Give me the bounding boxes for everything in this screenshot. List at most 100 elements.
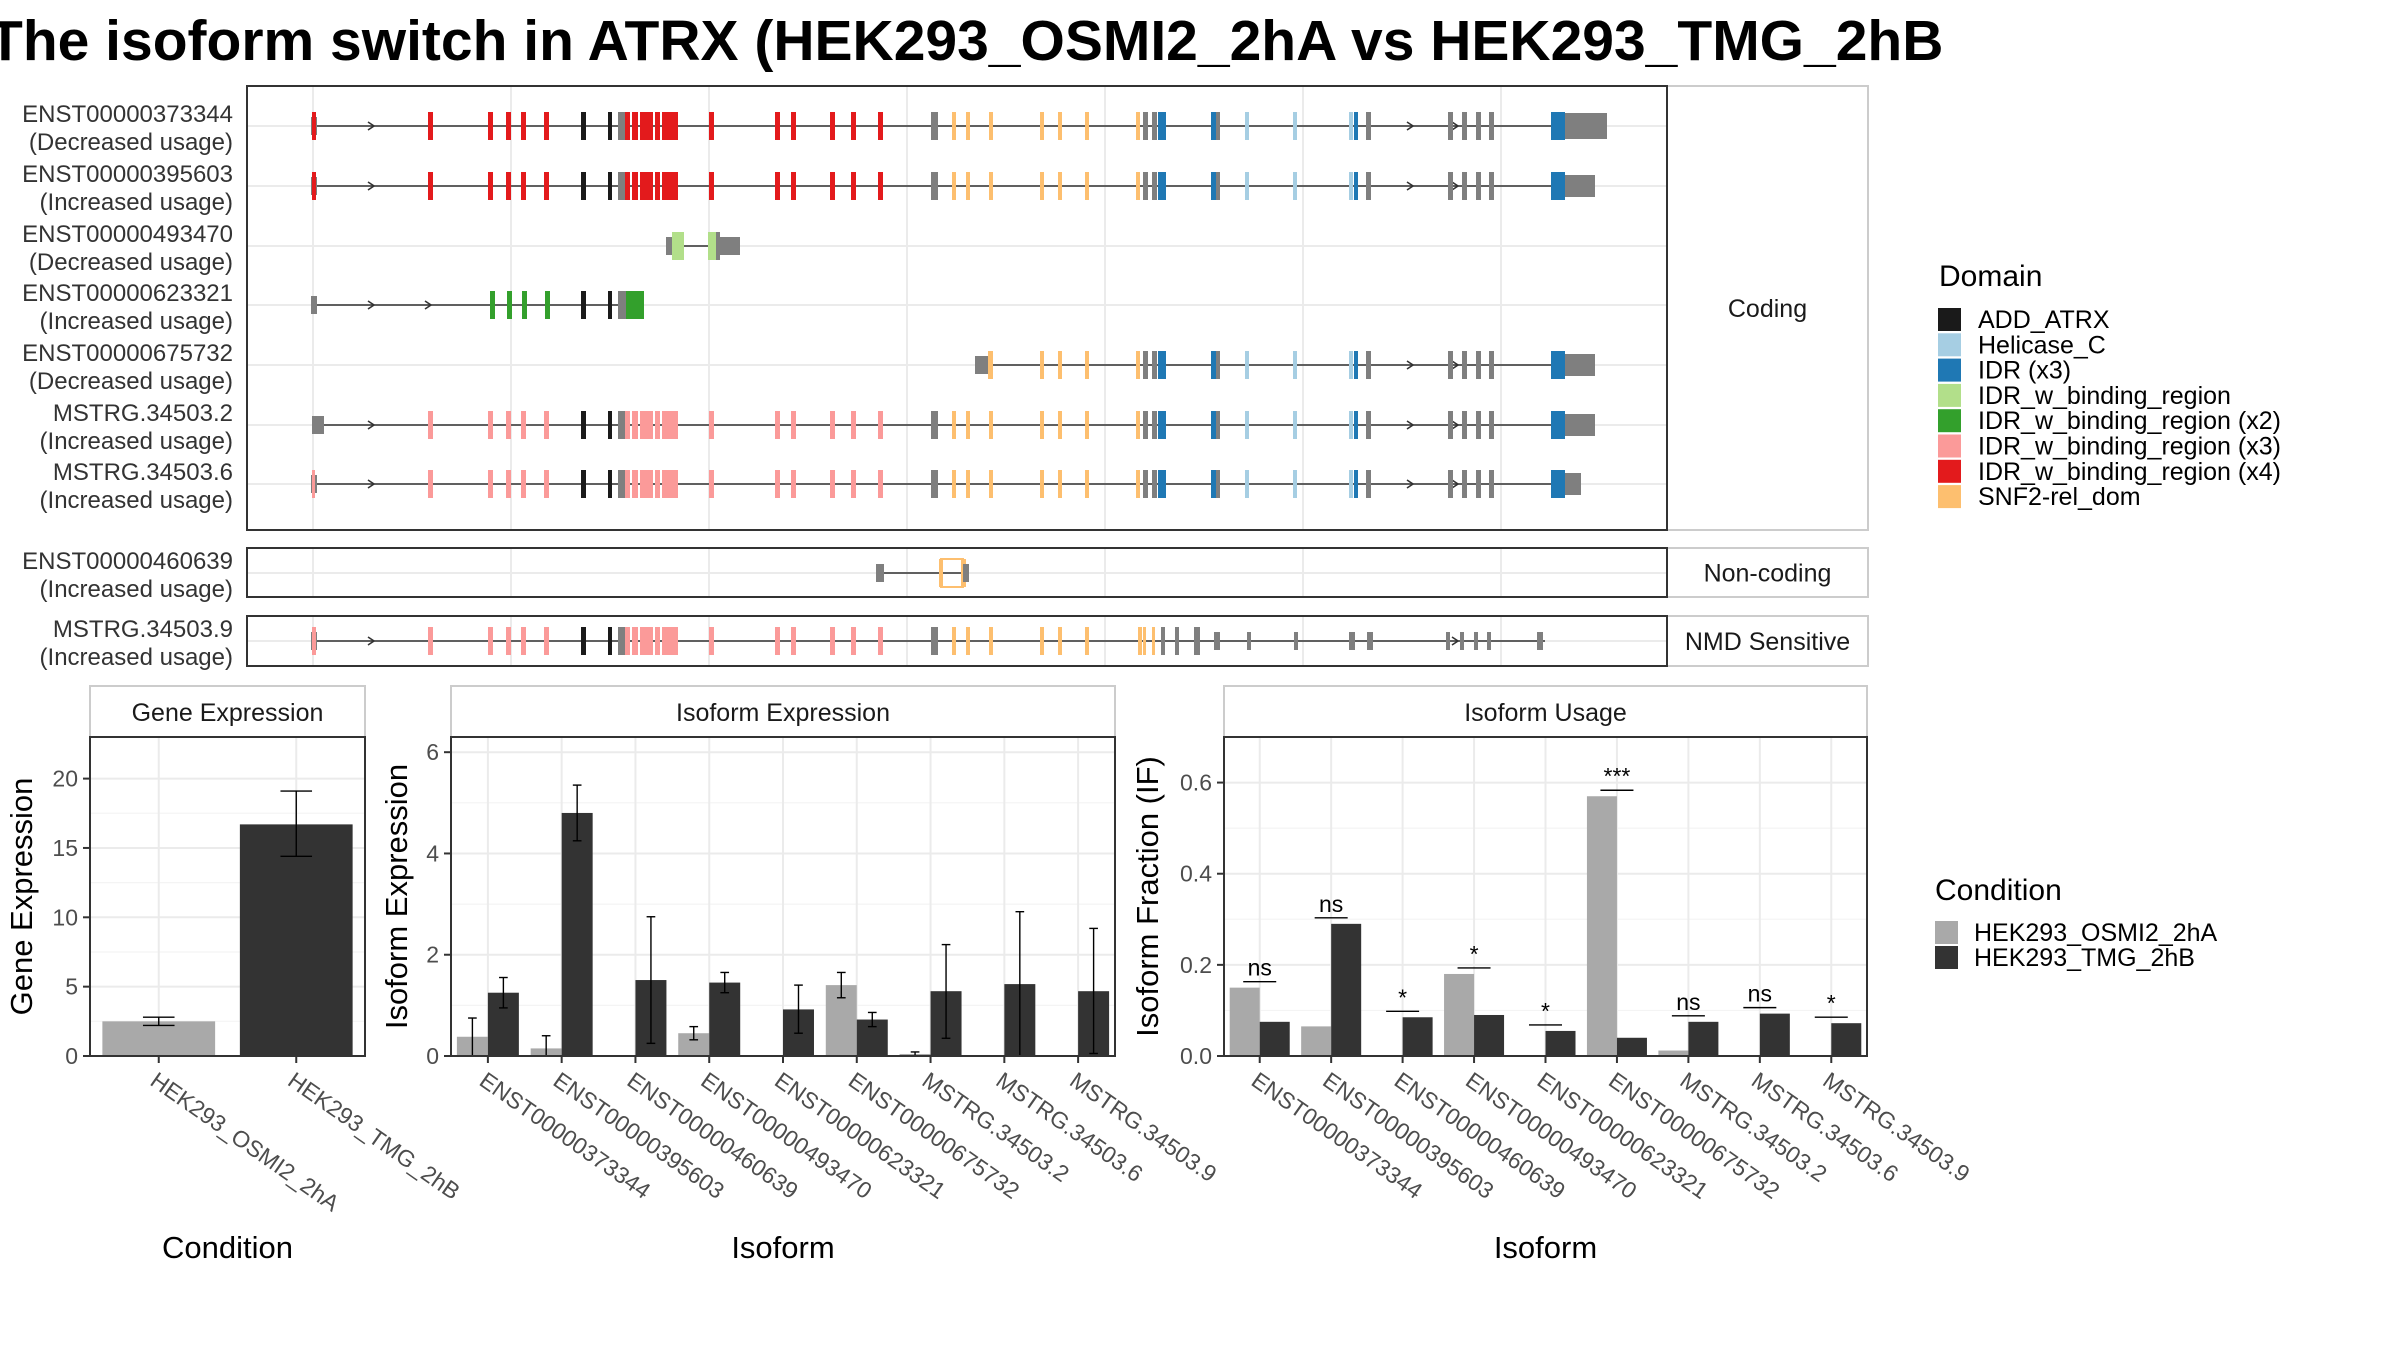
exon — [1476, 172, 1481, 200]
panel-strip — [89, 685, 366, 738]
exon — [1349, 172, 1353, 200]
exon — [640, 627, 653, 655]
strand-arrow — [367, 479, 376, 489]
exon — [709, 627, 714, 655]
domain-legend-swatch — [1938, 434, 1961, 458]
exon — [1476, 411, 1481, 439]
facet-strip-label: Non-coding — [1704, 560, 1832, 588]
domain-legend-label: IDR_w_binding_region (x2) — [1978, 407, 2281, 435]
exon — [1058, 112, 1062, 140]
exon — [312, 627, 316, 655]
y-axis-title: Isoform Expression — [379, 764, 414, 1029]
exon — [1489, 351, 1494, 379]
exon — [490, 291, 495, 319]
exon — [608, 172, 612, 200]
condition-legend-label: HEK293_TMG_2hB — [1974, 944, 2195, 972]
exon — [1462, 411, 1467, 439]
exon — [625, 470, 630, 498]
exon — [931, 470, 938, 498]
exon — [488, 627, 493, 655]
exon — [632, 470, 638, 498]
strand-arrow — [1451, 121, 1460, 131]
exon — [878, 627, 883, 655]
significance-label: ns — [1319, 891, 1343, 917]
exon — [1293, 470, 1297, 498]
significance-label: *** — [1604, 763, 1631, 789]
exon — [312, 172, 316, 200]
panel-border — [450, 736, 1116, 1057]
bar-HEK293_TMG_2hB — [1688, 1021, 1719, 1056]
domain-legend-swatch — [1938, 333, 1961, 357]
exon — [544, 470, 549, 498]
bar-HEK293_OSMI2_2hA — [1586, 796, 1617, 1056]
exon — [544, 172, 549, 200]
exon — [662, 172, 678, 200]
bar-HEK293_TMG_2hB — [1402, 1017, 1433, 1056]
exon — [1448, 470, 1453, 498]
x-axis-title: Condition — [162, 1230, 293, 1265]
y-tick-label: 15 — [52, 835, 78, 861]
significance-label: ns — [1676, 989, 1700, 1015]
y-tick-label: 6 — [426, 739, 439, 765]
y-tick-label: 20 — [52, 766, 78, 792]
condition-legend-title: Condition — [1935, 874, 2062, 907]
exon — [1565, 354, 1595, 376]
exon — [878, 112, 883, 140]
y-tick-label: 2 — [426, 942, 439, 968]
exon — [581, 172, 586, 200]
exon — [952, 411, 956, 439]
exon — [428, 627, 433, 655]
exon — [544, 627, 549, 655]
exon — [1293, 351, 1297, 379]
exon — [1216, 351, 1220, 379]
x-axis-title: Isoform — [1494, 1230, 1597, 1265]
exon — [506, 470, 511, 498]
exon — [989, 172, 993, 200]
exon — [775, 112, 780, 140]
x-axis-title: Isoform — [731, 1230, 834, 1265]
exon — [1058, 411, 1062, 439]
exon — [1136, 351, 1140, 379]
facet-strip — [1666, 547, 1869, 598]
exon — [640, 411, 653, 439]
exon — [1349, 411, 1353, 439]
transcript-name: ENST00000493470 — [22, 221, 233, 248]
transcript-usage: (Decreased usage) — [29, 249, 233, 276]
exon — [1136, 411, 1140, 439]
domain-legend-label: IDR (x3) — [1978, 357, 2071, 385]
domain-legend-swatch — [1938, 485, 1961, 509]
exon — [775, 172, 780, 200]
exon — [1040, 411, 1044, 439]
panel-strip — [450, 685, 1116, 738]
exon — [1354, 112, 1358, 140]
exon — [1152, 627, 1155, 655]
transcript-name: MSTRG.34503.2 — [53, 400, 233, 427]
exon — [1211, 411, 1216, 439]
exon — [1158, 351, 1162, 379]
facet-strip-label: Coding — [1728, 295, 1807, 323]
transcript-usage: (Increased usage) — [40, 644, 233, 671]
exon — [830, 112, 835, 140]
transcript-usage: (Decreased usage) — [29, 368, 233, 395]
exon — [1462, 112, 1467, 140]
exon — [830, 172, 835, 200]
transcript-usage: (Increased usage) — [40, 189, 233, 216]
domain-legend-label: IDR_w_binding_region — [1978, 382, 2231, 410]
exon — [1136, 172, 1140, 200]
panel-border — [1223, 736, 1868, 1057]
exon — [851, 470, 856, 498]
y-axis-title: Isoform Fraction (IF) — [1130, 756, 1165, 1037]
exon — [1489, 112, 1494, 140]
exon — [1245, 411, 1249, 439]
exon — [655, 411, 660, 439]
exon — [720, 237, 740, 255]
panel-isoform-expression: Isoform Expression0246ENST00000373344ENS… — [379, 685, 1222, 1265]
exon — [1565, 113, 1607, 139]
exon — [989, 470, 993, 498]
facet-strip — [1666, 615, 1869, 667]
exon — [428, 172, 433, 200]
strand-arrow — [1451, 360, 1460, 370]
y-axis-title: Gene Expression — [4, 778, 39, 1016]
y-tick-label: 0.0 — [1180, 1043, 1212, 1069]
